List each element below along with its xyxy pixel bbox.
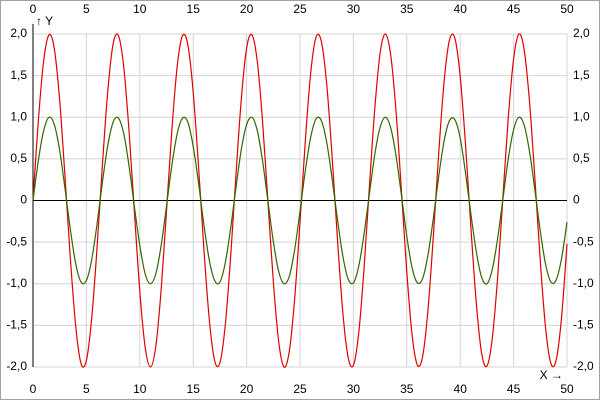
y-tick-label: -0,5	[573, 234, 594, 248]
y-tick-label: -1,5	[6, 318, 27, 332]
line-series	[32, 116, 568, 285]
y-tick-label: -1,0	[573, 276, 594, 290]
x-tick-label: 25	[293, 2, 307, 16]
x-tick-label: 50	[560, 2, 574, 16]
x-tick-label: 5	[83, 2, 90, 16]
y-tick-label: 1,5	[573, 68, 590, 82]
y-tick-label: 0,5	[573, 151, 590, 165]
line-series	[32, 33, 568, 368]
x-tick-label: 35	[400, 2, 414, 16]
y-tick-label: -2,0	[6, 359, 27, 373]
y-tick-label: 2,0	[573, 26, 590, 40]
x-tick-label: 35	[400, 382, 414, 396]
x-axis-label: X →	[540, 368, 563, 382]
x-tick-label: 5	[83, 382, 90, 396]
y-tick-label: 0	[573, 193, 580, 207]
x-tick-label: 25	[293, 382, 307, 396]
y-tick-label: 1,0	[10, 109, 27, 123]
x-tick-label: 40	[454, 2, 468, 16]
x-tick-label: 10	[133, 2, 147, 16]
y-tick-label: 0	[20, 193, 27, 207]
y-tick-label: 1,0	[573, 109, 590, 123]
y-tick-label: 2,0	[10, 26, 27, 40]
x-tick-label: 50	[560, 382, 574, 396]
y-tick-label: -0,5	[6, 234, 27, 248]
x-tick-label: 45	[507, 382, 521, 396]
y-tick-label: 0,5	[10, 151, 27, 165]
x-tick-label: 10	[133, 382, 147, 396]
y-axis-label: ↑ Y	[36, 14, 53, 28]
y-tick-label: 1,5	[10, 68, 27, 82]
y-tick-label: -1,0	[6, 276, 27, 290]
x-tick-label: 15	[187, 2, 201, 16]
y-tick-label: -2,0	[573, 359, 594, 373]
x-tick-label: 45	[507, 2, 521, 16]
x-tick-label: 15	[187, 382, 201, 396]
x-tick-label: 40	[454, 382, 468, 396]
x-tick-label: 30	[347, 382, 361, 396]
x-tick-label: 0	[30, 2, 37, 16]
x-tick-label: 20	[240, 2, 254, 16]
x-tick-label: 30	[347, 2, 361, 16]
y-tick-label: -1,5	[573, 318, 594, 332]
x-tick-label: 20	[240, 382, 254, 396]
x-tick-label: 0	[30, 382, 37, 396]
